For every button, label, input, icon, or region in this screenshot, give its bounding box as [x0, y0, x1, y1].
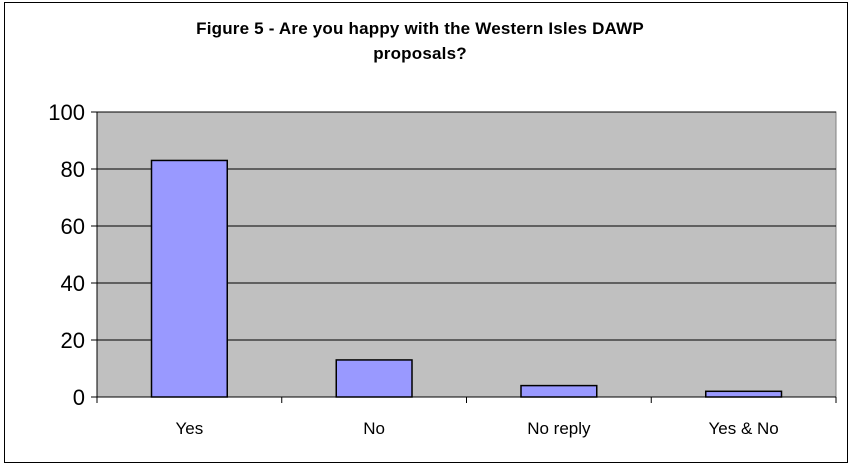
x-axis: Yes No No reply Yes & No: [96, 396, 837, 438]
x-category-label: No reply: [527, 419, 591, 438]
bars: [150, 159, 783, 398]
x-category-label: Yes & No: [709, 419, 779, 438]
y-tick-label: 20: [61, 328, 85, 353]
bar-no-reply: [520, 384, 598, 398]
y-tick-label: 60: [61, 214, 85, 239]
x-category-label: No: [363, 419, 385, 438]
x-category-label: Yes: [176, 419, 204, 438]
y-tick-label: 0: [73, 385, 85, 410]
y-tick-label: 80: [61, 157, 85, 182]
bar-yes: [150, 159, 228, 398]
y-tick-label: 40: [61, 271, 85, 296]
bar-yes-no: [705, 390, 783, 398]
chart-title: Figure 5 - Are you happy with the Wester…: [196, 19, 644, 63]
y-axis: 0 20 40 60 80 100: [48, 100, 98, 410]
y-tick-label: 100: [48, 100, 85, 125]
bar-no: [335, 359, 413, 398]
